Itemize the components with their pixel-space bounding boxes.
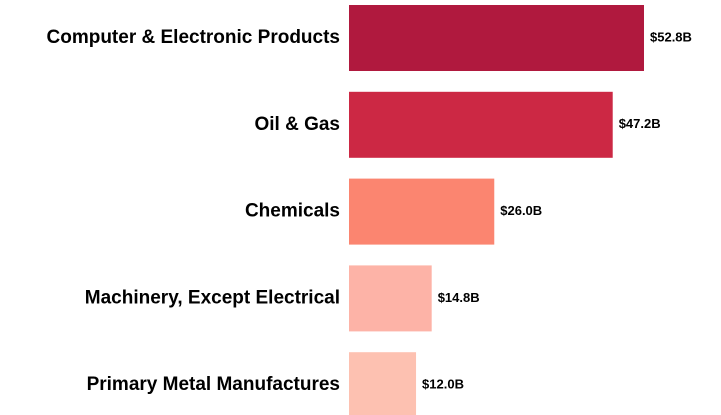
value-label: $52.8B bbox=[650, 29, 692, 44]
category-label: Machinery, Except Electrical bbox=[85, 287, 340, 308]
value-label: $12.0B bbox=[422, 377, 464, 392]
value-label: $14.8B bbox=[438, 290, 480, 305]
bar bbox=[349, 178, 495, 245]
value-label: $47.2B bbox=[619, 116, 661, 131]
category-label: Computer & Electronic Products bbox=[47, 27, 341, 48]
bar bbox=[349, 265, 432, 332]
value-label: $26.0B bbox=[500, 203, 542, 218]
category-label: Primary Metal Manufactures bbox=[87, 374, 340, 395]
category-label: Oil & Gas bbox=[254, 114, 340, 135]
bar bbox=[349, 5, 644, 71]
bar bbox=[349, 352, 417, 415]
category-label: Chemicals bbox=[245, 201, 340, 222]
bar bbox=[349, 91, 613, 158]
